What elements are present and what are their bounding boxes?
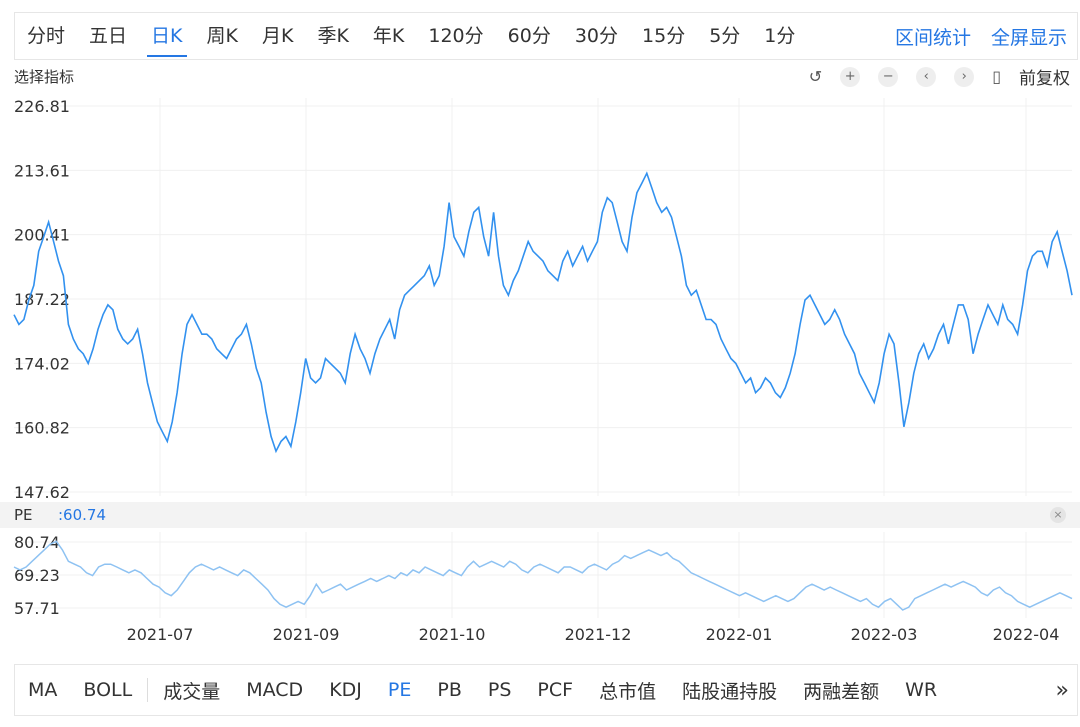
candle-icon[interactable]: ▯ xyxy=(992,67,1001,86)
y-tick-label: 200.41 xyxy=(14,226,70,245)
indicator-select[interactable]: 选择指标 xyxy=(14,68,75,86)
x-tick-label: 2021-09 xyxy=(273,625,340,644)
period-tab-0[interactable]: 分时 xyxy=(27,25,66,47)
pe-value: :60.74 xyxy=(58,506,106,524)
fullscreen-link[interactable]: 全屏显示 xyxy=(990,26,1067,49)
y-tick-label: 213.61 xyxy=(14,161,70,180)
x-tick-label: 2021-12 xyxy=(565,625,632,644)
period-links: 区间统计 全屏显示 xyxy=(885,23,1077,50)
x-tick-label: 2021-07 xyxy=(127,625,194,644)
period-tab-7[interactable]: 120分 xyxy=(428,25,484,47)
indicator-tab-7[interactable]: PS xyxy=(487,679,512,701)
indicator-tab-11[interactable]: 两融差额 xyxy=(803,680,880,703)
close-icon[interactable]: × xyxy=(1050,507,1066,523)
period-tab-9[interactable]: 30分 xyxy=(574,25,619,47)
pe-label: PE xyxy=(14,506,33,524)
indicator-tab-8[interactable]: PCF xyxy=(537,679,574,701)
indicator-tab-3[interactable]: MACD xyxy=(246,679,304,701)
indicator-tab-12[interactable]: WR xyxy=(905,679,938,701)
indicator-tab-9[interactable]: 总市值 xyxy=(599,680,657,703)
indicator-tab-0[interactable]: MA xyxy=(28,679,58,701)
zoom-in-icon[interactable]: + xyxy=(840,66,861,87)
price-line xyxy=(13,171,1073,454)
indicator-tab-bar: MA BOLL 成交量 MACD KDJ PE PB PS PCF 总市值 陆股通持股 两融差额 WR » xyxy=(14,664,1078,716)
y-tick-label: 147.62 xyxy=(14,483,70,502)
period-tab-6[interactable]: 年K xyxy=(372,25,405,47)
pe-y-tick-label: 69.23 xyxy=(14,566,60,585)
indicator-tab-10[interactable]: 陆股通持股 xyxy=(682,680,778,703)
period-tab-bar: 分时 五日 日K 周K 月K 季K 年K 120分 60分 30分 15分 5分 1分 区间统计 全屏显… xyxy=(14,12,1078,60)
pe-y-tick-label: 57.71 xyxy=(14,599,60,618)
pe-header: PE :60.74 × xyxy=(0,502,1080,528)
pe-y-tick-label: 80.74 xyxy=(14,533,60,552)
period-tab-11[interactable]: 5分 xyxy=(709,25,741,47)
undo-icon[interactable]: ↺ xyxy=(808,67,823,86)
range-stats-link[interactable]: 区间统计 xyxy=(894,26,971,49)
y-tick-label: 226.81 xyxy=(14,97,70,116)
x-tick-label: 2021-10 xyxy=(419,625,486,644)
y-tick-label: 174.02 xyxy=(14,354,70,373)
pe-line xyxy=(13,540,1073,611)
adjust-mode-button[interactable]: 前复权 xyxy=(1019,69,1070,89)
indicator-tab-1[interactable]: BOLL xyxy=(83,679,133,701)
period-tab-5[interactable]: 季K xyxy=(317,25,349,47)
x-tick-label: 2022-04 xyxy=(993,625,1060,644)
chart-toolbar: ↺ + − ‹ › ▯ 前复权 xyxy=(809,64,1070,89)
y-tick-label: 160.82 xyxy=(14,419,70,438)
period-tab-12[interactable]: 1分 xyxy=(764,25,796,47)
indicator-tab-5[interactable]: PE xyxy=(387,679,412,701)
y-tick-label: 187.22 xyxy=(14,290,70,309)
period-tab-8[interactable]: 60分 xyxy=(507,25,551,47)
period-tab-2[interactable]: 日K xyxy=(139,13,194,59)
x-tick-label: 2022-03 xyxy=(851,625,918,644)
indicator-divider xyxy=(147,678,149,702)
zoom-out-icon[interactable]: − xyxy=(878,66,899,87)
indicator-tab-6[interactable]: PB xyxy=(437,679,462,701)
price-chart[interactable]: 226.81 213.61 200.41 187.22 174.02 160.82 147.… xyxy=(0,0,1080,660)
period-tab-10[interactable]: 15分 xyxy=(642,25,686,47)
period-tab-3[interactable]: 周K xyxy=(206,25,238,47)
period-tab-1[interactable]: 五日 xyxy=(89,25,128,47)
period-tab-4[interactable]: 月K xyxy=(261,25,294,47)
indicator-tab-4[interactable]: KDJ xyxy=(329,679,362,701)
more-icon[interactable]: » xyxy=(1055,677,1069,703)
next-icon[interactable]: › xyxy=(954,66,975,87)
prev-icon[interactable]: ‹ xyxy=(916,66,937,87)
indicator-tab-2[interactable]: 成交量 xyxy=(163,680,221,703)
x-tick-label: 2022-01 xyxy=(706,625,773,644)
